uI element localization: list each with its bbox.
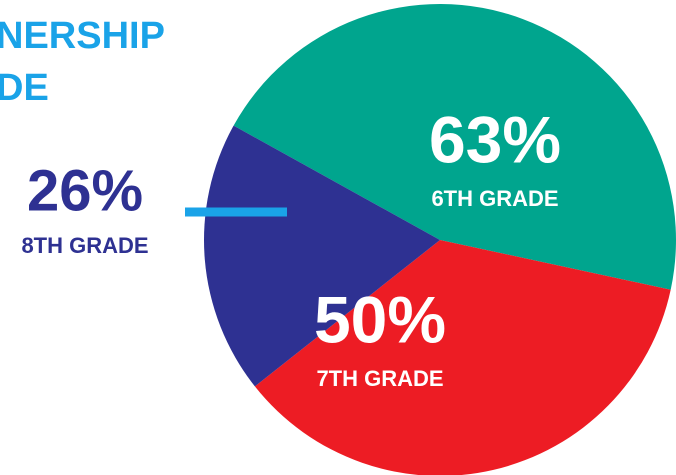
pie-slice	[204, 125, 440, 387]
value-label: 63%	[429, 102, 561, 176]
title-line: NERSHIP	[0, 15, 165, 57]
category-label: 7TH GRADE	[316, 366, 443, 391]
value-label: 26%	[27, 158, 143, 223]
pie-slice	[254, 240, 671, 475]
category-label: 8TH GRADE	[21, 233, 148, 258]
title-line: DE	[0, 67, 49, 109]
value-label: 50%	[314, 282, 446, 356]
category-label: 6TH GRADE	[431, 186, 558, 211]
pie-slice	[233, 4, 676, 290]
